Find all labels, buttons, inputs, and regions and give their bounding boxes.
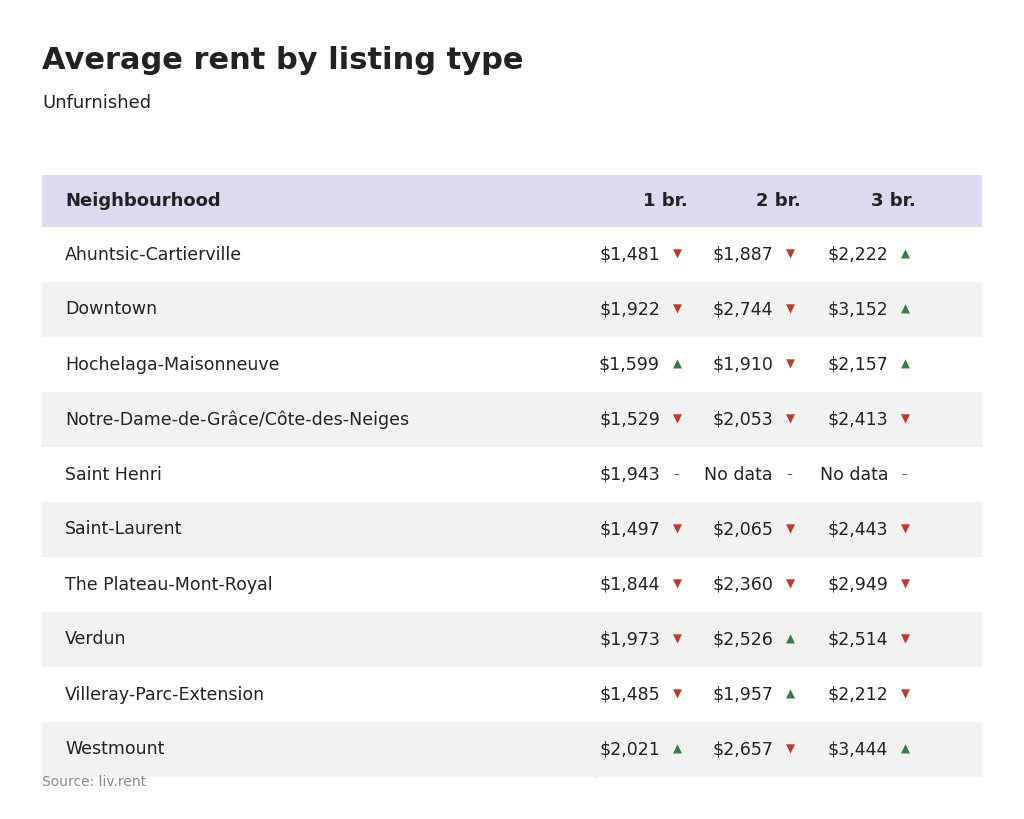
Text: Source: liv.rent: Source: liv.rent <box>42 775 146 789</box>
Text: No data: No data <box>819 465 888 483</box>
Text: Saint-Laurent: Saint-Laurent <box>65 521 182 539</box>
Text: $1,922: $1,922 <box>599 301 660 319</box>
Text: $2,021: $2,021 <box>599 740 660 758</box>
Text: $2,514: $2,514 <box>827 631 888 649</box>
Text: $2,413: $2,413 <box>827 410 888 428</box>
Text: ▼: ▼ <box>901 688 910 701</box>
Text: 2 br.: 2 br. <box>756 192 801 210</box>
Text: ▼: ▼ <box>673 523 682 536</box>
Text: Hochelaga-Maisonneuve: Hochelaga-Maisonneuve <box>65 355 280 373</box>
Text: $2,212: $2,212 <box>827 686 888 704</box>
Text: $2,443: $2,443 <box>827 521 888 539</box>
Text: ▼: ▼ <box>673 633 682 646</box>
Text: ▲: ▲ <box>901 743 910 756</box>
Text: ▲: ▲ <box>673 743 682 756</box>
Text: Villeray-Parc-Extension: Villeray-Parc-Extension <box>65 686 265 704</box>
Text: ▼: ▼ <box>673 688 682 701</box>
Text: ▼: ▼ <box>786 523 795 536</box>
Text: $1,957: $1,957 <box>712 686 773 704</box>
Text: ▼: ▼ <box>901 633 910 646</box>
Text: Notre-Dame-de-Grâce/Côte-des-Neiges: Notre-Dame-de-Grâce/Côte-des-Neiges <box>65 410 410 429</box>
Text: $2,157: $2,157 <box>827 355 888 373</box>
Text: –: – <box>786 468 792 481</box>
Text: Ahuntsic-Cartierville: Ahuntsic-Cartierville <box>65 246 242 264</box>
Text: $2,360: $2,360 <box>712 576 773 594</box>
Text: $1,497: $1,497 <box>599 521 660 539</box>
Text: ▼: ▼ <box>673 248 682 261</box>
Text: ▼: ▼ <box>901 413 910 426</box>
Text: $1,973: $1,973 <box>599 631 660 649</box>
Text: ▼: ▼ <box>673 413 682 426</box>
Text: No data: No data <box>705 465 773 483</box>
Text: ▼: ▼ <box>786 413 795 426</box>
Text: $2,053: $2,053 <box>713 410 773 428</box>
Text: Average rent by listing type: Average rent by listing type <box>42 46 523 75</box>
Text: ▼: ▼ <box>673 303 682 316</box>
Text: $2,526: $2,526 <box>712 631 773 649</box>
Text: $1,485: $1,485 <box>599 686 660 704</box>
Text: ▲: ▲ <box>786 633 795 646</box>
Text: $1,943: $1,943 <box>599 465 660 483</box>
Text: $1,910: $1,910 <box>712 355 773 373</box>
Text: ▼: ▼ <box>786 743 795 756</box>
Text: Unfurnished: Unfurnished <box>42 94 152 112</box>
Text: 1 br.: 1 br. <box>643 192 687 210</box>
Text: $2,222: $2,222 <box>827 246 888 264</box>
Text: $3,152: $3,152 <box>827 301 888 319</box>
Text: Neighbourhood: Neighbourhood <box>65 192 220 210</box>
Text: Westmount: Westmount <box>65 740 165 758</box>
Text: $2,744: $2,744 <box>713 301 773 319</box>
Text: $1,599: $1,599 <box>599 355 660 373</box>
Text: ▼: ▼ <box>786 303 795 316</box>
Text: ▲: ▲ <box>901 303 910 316</box>
Text: ▲: ▲ <box>673 358 682 371</box>
Text: 3 br.: 3 br. <box>870 192 915 210</box>
Text: $2,065: $2,065 <box>712 521 773 539</box>
Text: ▲: ▲ <box>786 688 795 701</box>
Text: ▼: ▼ <box>901 578 910 591</box>
Text: –: – <box>673 468 679 481</box>
Text: Downtown: Downtown <box>65 301 157 319</box>
Text: The Plateau-Mont-Royal: The Plateau-Mont-Royal <box>65 576 272 594</box>
Text: $1,529: $1,529 <box>599 410 660 428</box>
Text: ▼: ▼ <box>786 578 795 591</box>
Text: $2,949: $2,949 <box>827 576 888 594</box>
Text: $1,887: $1,887 <box>713 246 773 264</box>
Text: ▲: ▲ <box>901 358 910 371</box>
Text: ▼: ▼ <box>786 358 795 371</box>
Text: ▲: ▲ <box>901 248 910 261</box>
Text: Verdun: Verdun <box>65 631 127 649</box>
Text: ▼: ▼ <box>901 523 910 536</box>
Text: Saint Henri: Saint Henri <box>65 465 162 483</box>
Text: $1,481: $1,481 <box>599 246 660 264</box>
Text: ▼: ▼ <box>673 578 682 591</box>
Text: ▼: ▼ <box>786 248 795 261</box>
Text: $1,844: $1,844 <box>599 576 660 594</box>
Text: $3,444: $3,444 <box>827 740 888 758</box>
Text: $2,657: $2,657 <box>712 740 773 758</box>
Text: –: – <box>901 468 907 481</box>
